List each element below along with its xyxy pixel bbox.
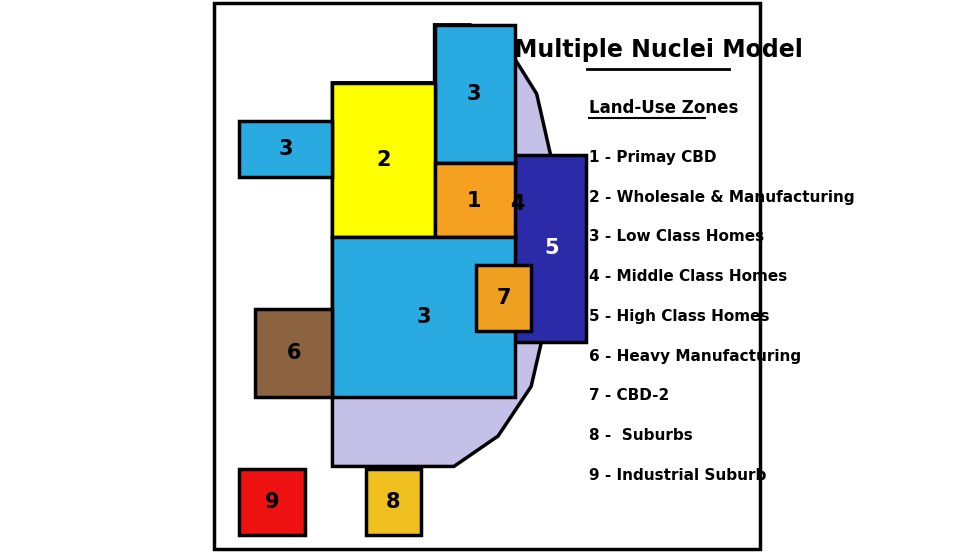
Text: 6: 6 [286,343,301,363]
Bar [514,155,586,342]
Text: 1: 1 [468,192,481,211]
Bar [476,265,531,331]
Text: 3: 3 [279,139,293,159]
Bar [239,121,332,177]
Text: 4 - Middle Class Homes: 4 - Middle Class Homes [589,269,787,284]
Text: Multiple Nuclei Model: Multiple Nuclei Model [513,38,803,62]
Text: 5: 5 [544,238,559,258]
Text: 3 - Low Class Homes: 3 - Low Class Homes [589,229,765,245]
Text: 2 - Wholesale & Manufacturing: 2 - Wholesale & Manufacturing [589,189,855,205]
Text: 5 - High Class Homes: 5 - High Class Homes [589,309,769,324]
Text: 4: 4 [510,194,525,214]
Text: 8: 8 [386,492,400,512]
Text: 1 - Primay CBD: 1 - Primay CBD [589,150,717,165]
Text: 7: 7 [497,288,510,308]
Bar [434,25,514,163]
Text: 9: 9 [264,492,279,512]
Text: 6 - Heavy Manufacturing: 6 - Heavy Manufacturing [589,348,802,364]
Bar [239,469,305,535]
Text: 3: 3 [468,84,481,104]
Bar [434,163,514,237]
Bar [255,309,332,397]
Bar [332,83,434,237]
Bar [365,469,421,535]
Text: 3: 3 [416,307,431,327]
Text: 9 - Industrial Suburb: 9 - Industrial Suburb [589,468,767,483]
Text: 8 -  Suburbs: 8 - Suburbs [589,428,693,443]
Text: Land-Use Zones: Land-Use Zones [589,99,738,116]
Text: 7 - CBD-2: 7 - CBD-2 [589,388,669,404]
Bar [332,237,514,397]
Text: 2: 2 [376,150,391,170]
Polygon shape [332,25,553,466]
